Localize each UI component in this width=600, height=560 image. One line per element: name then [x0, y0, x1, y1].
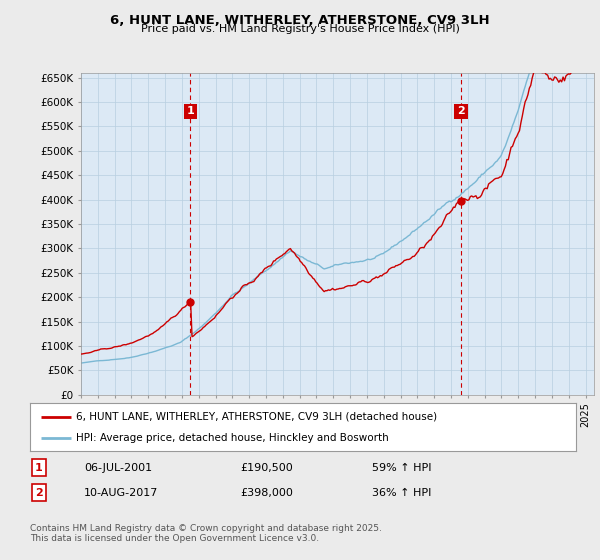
Text: £398,000: £398,000 — [240, 488, 293, 498]
Text: 2: 2 — [457, 106, 465, 116]
Text: Contains HM Land Registry data © Crown copyright and database right 2025.
This d: Contains HM Land Registry data © Crown c… — [30, 524, 382, 543]
Text: 1: 1 — [187, 106, 194, 116]
Text: 36% ↑ HPI: 36% ↑ HPI — [372, 488, 431, 498]
Text: 10-AUG-2017: 10-AUG-2017 — [84, 488, 158, 498]
Text: 6, HUNT LANE, WITHERLEY, ATHERSTONE, CV9 3LH (detached house): 6, HUNT LANE, WITHERLEY, ATHERSTONE, CV9… — [76, 412, 437, 422]
Text: £190,500: £190,500 — [240, 463, 293, 473]
Text: 1: 1 — [35, 463, 43, 473]
Text: 6, HUNT LANE, WITHERLEY, ATHERSTONE, CV9 3LH: 6, HUNT LANE, WITHERLEY, ATHERSTONE, CV9… — [110, 14, 490, 27]
Text: 2: 2 — [35, 488, 43, 498]
Text: 06-JUL-2001: 06-JUL-2001 — [84, 463, 152, 473]
Text: HPI: Average price, detached house, Hinckley and Bosworth: HPI: Average price, detached house, Hinc… — [76, 433, 389, 444]
Text: 59% ↑ HPI: 59% ↑ HPI — [372, 463, 431, 473]
Text: Price paid vs. HM Land Registry's House Price Index (HPI): Price paid vs. HM Land Registry's House … — [140, 24, 460, 34]
